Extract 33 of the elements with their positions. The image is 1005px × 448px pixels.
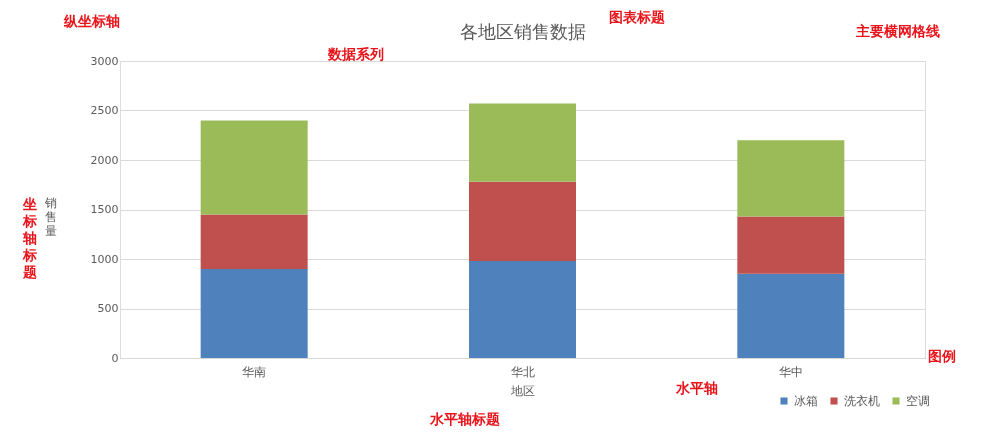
text: 水平轴标题 [429,411,500,427]
bar [469,260,576,358]
bar [200,214,308,269]
bar [737,216,845,274]
text: 图例 [928,348,956,364]
text: 水平轴 [675,380,718,396]
y-tick-label: 0 [111,351,119,365]
legend-label: 空调 [906,394,930,408]
y-axis-title: 销售量 [43,196,57,238]
y-tick-label: 500 [97,302,119,315]
bar [200,120,308,215]
y-tick-label: 3000 [90,54,119,68]
x-tick-label: 华北 [510,364,535,379]
bar [737,273,845,358]
x-tick-label: 华南 [242,364,267,379]
x-axis-title: 地区 [510,383,535,398]
bar [469,181,576,261]
text: 图表标题 [609,9,665,25]
text: 主要横网格线 [855,23,940,39]
y-tick-label: 2500 [90,104,119,117]
text: 纵坐标轴 [63,13,120,29]
bar [200,268,308,358]
bar [737,140,845,217]
x-tick-label: 华中 [778,364,803,379]
annotation: 数据系列 [327,46,384,62]
y-tick-label: 1000 [90,252,119,266]
legend-label: 冰箱 [794,394,818,408]
legend-label: 洗衣机 [844,394,880,408]
chart-title: 各地区销售数据 [459,21,586,42]
text: 坐标轴标题 [22,196,37,280]
y-tick-label: 2000 [90,153,119,167]
bar [469,103,576,182]
y-tick-label: 1500 [90,203,119,216]
